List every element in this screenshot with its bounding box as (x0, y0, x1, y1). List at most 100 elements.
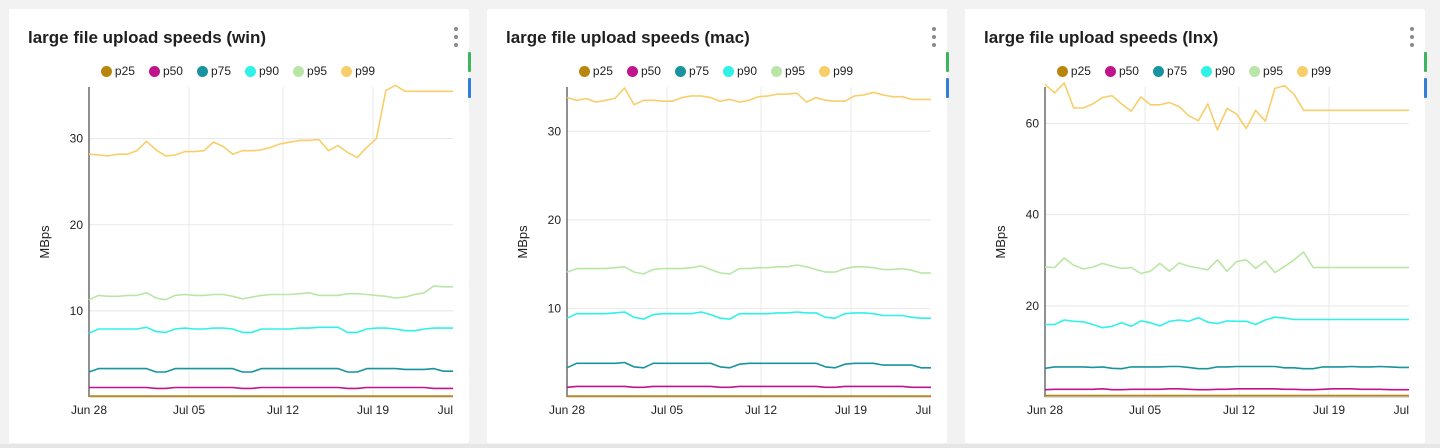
legend-label: p75 (210, 64, 231, 78)
legend-label: p95 (785, 64, 806, 78)
legend-swatch (341, 65, 353, 77)
side-tab-green[interactable] (468, 52, 471, 72)
legend-item-p50[interactable]: p50 (626, 64, 661, 78)
y-tick-label: 20 (70, 218, 84, 232)
series-line-p95[interactable] (1044, 251, 1409, 275)
legend-swatch (578, 65, 590, 77)
legend-item-p75[interactable]: p75 (196, 64, 231, 78)
legend-label: p90 (259, 64, 280, 78)
y-tick-label: 60 (1026, 116, 1040, 130)
series-line-p50[interactable] (566, 385, 931, 389)
series-line-p90[interactable] (88, 326, 453, 335)
series-line-p95[interactable] (566, 264, 931, 275)
x-tick-label: Jul 05 (651, 403, 683, 417)
legend-swatch (1297, 65, 1309, 77)
x-tick-label: Jul 12 (1223, 403, 1255, 417)
legend-item-p99[interactable]: p99 (1297, 64, 1331, 78)
legend-label: p99 (833, 64, 854, 78)
side-tab-green[interactable] (1424, 52, 1427, 72)
x-tick-label: Jul 19 (835, 403, 867, 417)
legend-item-p50[interactable]: p50 (148, 64, 183, 78)
more-vertical-icon[interactable] (1409, 27, 1415, 47)
chart-panel-lnx: large file upload speeds (lnx) p25 p50 p75… (965, 9, 1425, 443)
series-line-p75[interactable] (566, 361, 931, 369)
series-line-p75[interactable] (88, 367, 453, 373)
legend-swatch (1152, 65, 1164, 77)
side-tab-blue[interactable] (468, 78, 471, 98)
legend-swatch (148, 65, 160, 77)
series-line-p90[interactable] (1045, 316, 1409, 329)
more-vertical-icon[interactable] (453, 27, 459, 47)
legend-item-p75[interactable]: p75 (674, 64, 709, 78)
legend-item-p95[interactable]: p95 (293, 64, 327, 78)
x-tick-label: Jul (438, 403, 453, 417)
legend-item-p95[interactable]: p95 (771, 64, 805, 78)
x-tick-label: Jul 19 (357, 403, 389, 417)
chart-panel-mac: large file upload speeds (mac) p25 p50 p75… (487, 9, 947, 443)
legend-item-p90[interactable]: p90 (723, 64, 757, 78)
legend-item-p95[interactable]: p95 (1249, 64, 1283, 78)
y-axis-label: MBps (37, 225, 52, 259)
legend-label: p95 (1263, 64, 1284, 78)
legend-item-p99[interactable]: p99 (819, 64, 853, 78)
more-vertical-icon[interactable] (931, 27, 937, 47)
legend-swatch (293, 65, 305, 77)
x-tick-label: Jul 19 (1313, 403, 1345, 417)
y-tick-label: 10 (548, 301, 562, 315)
side-tab-blue[interactable] (946, 78, 949, 98)
legend-swatch (723, 65, 734, 77)
legend-item-p75[interactable]: p75 (1152, 64, 1187, 78)
legend-item-p25[interactable]: p25 (578, 64, 613, 78)
x-tick-label: Jul 12 (745, 403, 777, 417)
y-tick-label: 40 (1026, 208, 1040, 222)
legend-item-p25[interactable]: p25 (1056, 64, 1091, 78)
line-chart: Jun 28 Jul 05 Jul 12 Jul 19 Jul 10 20 30 MBps (515, 87, 931, 417)
series-line-p75[interactable] (1044, 365, 1409, 370)
x-tick-label: Jul 12 (267, 403, 299, 417)
series-line-p50[interactable] (1044, 387, 1409, 391)
y-axis-label: MBps (993, 225, 1008, 259)
y-tick-label: 30 (548, 124, 562, 138)
legend-label: p50 (162, 64, 183, 78)
legend: p25 p50 p75 p90 p95 p99 (487, 62, 947, 80)
series-line-p95[interactable] (88, 285, 453, 301)
legend: p25 p50 p75 p90 p95 p99 (9, 62, 469, 80)
legend-swatch (674, 65, 686, 77)
legend-label: p90 (1215, 64, 1236, 78)
legend-label: p99 (1311, 64, 1332, 78)
legend-item-p90[interactable]: p90 (245, 64, 279, 78)
bottom-scrollbar[interactable] (0, 444, 1440, 448)
series-line-p90[interactable] (566, 311, 931, 320)
legend-item-p25[interactable]: p25 (100, 64, 135, 78)
x-tick-label: Jul (916, 403, 931, 417)
legend: p25 p50 p75 p90 p95 p99 (965, 62, 1425, 80)
line-chart: Jun 28 Jul 05 Jul 12 Jul 19 Jul 10 20 30 MBps (37, 84, 453, 417)
x-tick-label: Jul (1394, 403, 1409, 417)
legend-label: p99 (355, 64, 376, 78)
legend-label: p95 (307, 64, 328, 78)
chart-title: large file upload speeds (mac) (506, 28, 750, 47)
legend-swatch (819, 65, 831, 77)
y-tick-label: 20 (1026, 299, 1040, 313)
series-line-p50[interactable] (89, 386, 453, 390)
legend-label: p25 (114, 64, 135, 78)
legend-swatch (626, 65, 638, 77)
series-line-p99[interactable] (566, 87, 931, 106)
legend-swatch (1104, 65, 1116, 77)
side-tab-green[interactable] (946, 52, 949, 72)
legend-item-p99[interactable]: p99 (341, 64, 375, 78)
legend-item-p90[interactable]: p90 (1201, 64, 1235, 78)
legend-item-p50[interactable]: p50 (1104, 64, 1139, 78)
x-tick-label: Jun 28 (549, 403, 585, 417)
x-tick-label: Jun 28 (1027, 403, 1063, 417)
legend-swatch (245, 65, 256, 77)
x-tick-label: Jun 28 (71, 403, 107, 417)
side-tab-blue[interactable] (1424, 78, 1427, 98)
x-tick-label: Jul 05 (173, 403, 205, 417)
legend-label: p25 (592, 64, 613, 78)
series-line-p99[interactable] (1044, 82, 1409, 131)
y-tick-label: 10 (70, 304, 84, 318)
legend-swatch (1201, 65, 1212, 77)
series-line-p99[interactable] (88, 84, 453, 159)
chart-panel-win: large file upload speeds (win) p25 p50 p75… (9, 9, 469, 443)
